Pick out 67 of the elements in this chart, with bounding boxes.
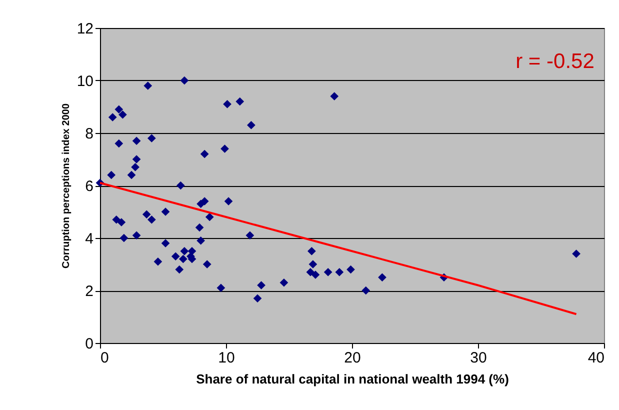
point (308, 260, 318, 268)
point (178, 254, 188, 264)
point (335, 268, 344, 276)
x-tick-label: 0 (100, 350, 109, 366)
point (330, 92, 339, 100)
point (572, 250, 580, 258)
point (114, 105, 124, 114)
point (120, 234, 128, 242)
point (154, 257, 162, 266)
point (220, 144, 229, 153)
point (132, 155, 141, 164)
point (246, 231, 254, 240)
point (236, 97, 244, 106)
y-tick-label: 4 (85, 230, 94, 248)
point (107, 170, 116, 180)
point (216, 284, 226, 292)
point (142, 210, 151, 219)
point (147, 134, 156, 142)
point (180, 246, 189, 256)
point (147, 215, 156, 224)
point (253, 294, 262, 303)
point (195, 223, 204, 232)
point (117, 218, 126, 226)
point (223, 100, 232, 108)
x-tick-label: 30 (470, 350, 487, 366)
point (176, 181, 185, 190)
point (171, 252, 180, 261)
point (202, 260, 212, 268)
point (307, 246, 316, 256)
y-tick-label: 10 (76, 73, 94, 90)
x-tick-label: 20 (344, 350, 361, 366)
point (175, 265, 184, 274)
y-tick-label: 6 (85, 178, 94, 195)
point (180, 76, 189, 85)
point (362, 286, 370, 295)
point (131, 162, 140, 172)
point (132, 136, 141, 146)
point (280, 278, 288, 287)
point (127, 170, 136, 180)
y-tick-label: 12 (76, 20, 94, 38)
point (108, 113, 117, 122)
y-tick-label: 0 (85, 336, 94, 352)
point (257, 281, 266, 290)
point (196, 236, 205, 245)
point (346, 265, 355, 274)
point (205, 212, 214, 222)
point (306, 268, 315, 276)
point (196, 200, 205, 208)
point (144, 82, 152, 90)
x-tick-label: 10 (218, 350, 235, 366)
point (324, 268, 332, 276)
annotation: r = -0.52 (516, 50, 594, 73)
y-axis-title: Corruption perceptions index 2000 (60, 103, 72, 269)
point (378, 273, 386, 282)
point (161, 208, 170, 216)
point (311, 270, 320, 279)
point (114, 139, 124, 148)
y-tick-label: 2 (85, 283, 94, 300)
point (224, 197, 233, 206)
x-axis-title: Share of natural capital in national wealth 1994 (%) (196, 372, 509, 386)
point (161, 239, 170, 248)
point (118, 110, 127, 119)
y-tick-label: 8 (85, 126, 94, 142)
point (200, 150, 209, 158)
point (132, 231, 141, 240)
x-tick-label: 40 (588, 350, 604, 366)
point (247, 120, 256, 130)
